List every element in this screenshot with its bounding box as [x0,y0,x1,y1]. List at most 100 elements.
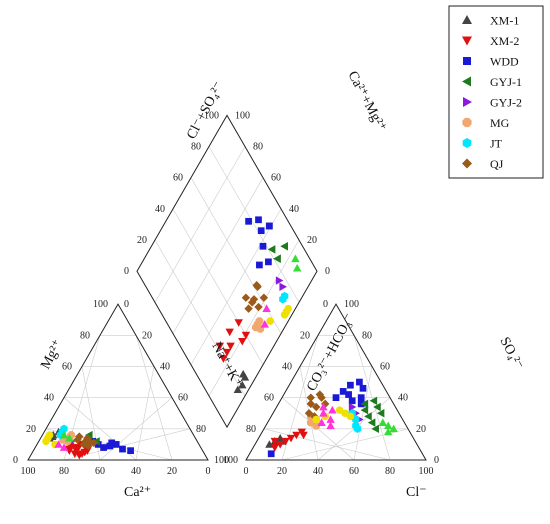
frame-layer [27,114,427,461]
cation-axis-ca: Ca²⁺ [124,485,151,500]
legend-box [448,5,544,179]
anion-right-tick: 0 [434,455,439,466]
wdd-anion-point [332,394,340,402]
anion-bottom-tick: 60 [349,466,359,477]
diamond-left-tick: 60 [173,173,183,184]
legend-label-wdd: WDD [490,55,519,69]
qj-cation-point [75,432,84,441]
series-cation-point [42,437,50,446]
series-diamond-point [293,263,302,272]
xm-1-diamond-point [233,385,242,394]
anion-right-tick: 80 [362,330,372,341]
qj-anion-point [304,409,314,418]
series-anion-point [319,409,328,417]
jt-cation-point [60,424,68,434]
gyj-1-anion-point [367,418,376,427]
wdd-anion-point [345,391,352,398]
anion-left-tick: 60 [264,393,274,404]
diamond-gridline [208,146,300,303]
series-anion-point [317,418,326,426]
legend-label-gyj-1: GYJ-1 [490,75,522,89]
wdd-anion-point [356,378,363,386]
qj-diamond-point [254,302,263,312]
xm-2-cation-point [77,450,87,458]
gyj-1-anion-point [376,409,385,418]
cation-right-tick: 40 [160,361,170,372]
series-anion-point [346,412,355,421]
xm-1-diamond-point [240,373,250,381]
xm-2-anion-point [270,437,279,446]
series-anion-point [328,405,337,414]
xm-2-diamond-point [225,328,234,337]
wdd-diamond-point [265,258,272,266]
wdd-anion-point [347,381,354,389]
xm-2-anion-point [276,441,285,449]
series-diamond-point [284,304,292,313]
gyj-1-diamond-point [273,254,281,263]
legend-marker-jt [462,138,472,148]
cation-bottom-tick: 0 [206,466,211,477]
jt-anion-point [353,424,362,434]
gyj-1-diamond-point [267,245,276,254]
legend-label-xm-2: XM-2 [490,34,519,48]
qj-cation-point [85,437,94,446]
wdd-cation-point [100,444,107,451]
gyj-2-diamond-point [275,276,284,285]
series-anion-point [319,402,328,411]
diamond-right-tick: 60 [271,173,281,184]
qj-diamond-point [248,298,257,307]
xm-2-cation-point [83,447,92,455]
legend-marker-gyj-2 [463,97,472,107]
wdd-diamond-point [257,227,265,235]
legend-label-gyj-2: GYJ-2 [490,96,522,110]
series-anion-point [326,415,335,423]
cation-triangle-frame [27,303,209,461]
anion-triangle-frame [245,303,427,461]
series-cation-point [65,433,74,442]
wdd-diamond-point [265,222,273,230]
series-cation-point [59,443,69,451]
diamond-gridline [154,146,246,303]
xm-2-diamond-point [241,331,251,340]
wdd-cation-point [108,439,116,447]
qj-diamond-point [253,282,262,291]
cation-bottom-tick: 60 [95,466,105,477]
qj-anion-point [306,393,315,402]
cation-left-tick: 40 [44,393,54,404]
series-cation-point [45,431,54,439]
anion-left-tick: 40 [282,361,292,372]
diamond-frame [136,114,318,429]
xm-1-anion-point [265,440,274,448]
diamond-right-tick: 100 [235,110,250,121]
cation-left-tick: 100 [93,299,108,310]
xm-1-diamond-point [238,380,247,389]
series-diamond-point [260,320,269,328]
diamond-right-tick: 0 [325,266,330,277]
anion-bottom-tick: 80 [385,466,395,477]
anion-axis-so4: SO₄²⁻ [496,335,525,372]
anion-right-tick: 40 [398,393,408,404]
series-diamond-point [266,317,274,325]
anion-left-tick: 100 [223,455,238,466]
cation-right-tick: 0 [124,299,129,310]
cation-right-tick: 80 [196,424,206,435]
qj-anion-point [312,402,321,412]
xm-2-diamond-point [222,348,232,357]
wdd-cation-point [119,445,126,453]
diamond-left-tick: 0 [124,266,129,277]
legend-marker-mg [462,117,472,128]
xm-2-anion-point [281,437,290,446]
series-cation-point [59,430,69,439]
anion-bottom-tick: 20 [277,466,287,477]
series-cation-point [54,440,63,448]
xm-2-anion-point [299,431,308,440]
diamond-gridline [154,239,246,397]
legend-label-jt: JT [490,137,503,151]
legend-label-xm-1: XM-1 [490,14,519,28]
cation-gridline [135,366,155,461]
series-diamond-point [291,254,300,263]
diamond-gridline [190,208,282,365]
legend: XM-1 XM-2 WDD GYJ-1 GYJ-2 MG JT QJ [448,5,544,179]
legend-marker-xm-1 [462,15,472,24]
wdd-diamond-point [255,216,262,224]
